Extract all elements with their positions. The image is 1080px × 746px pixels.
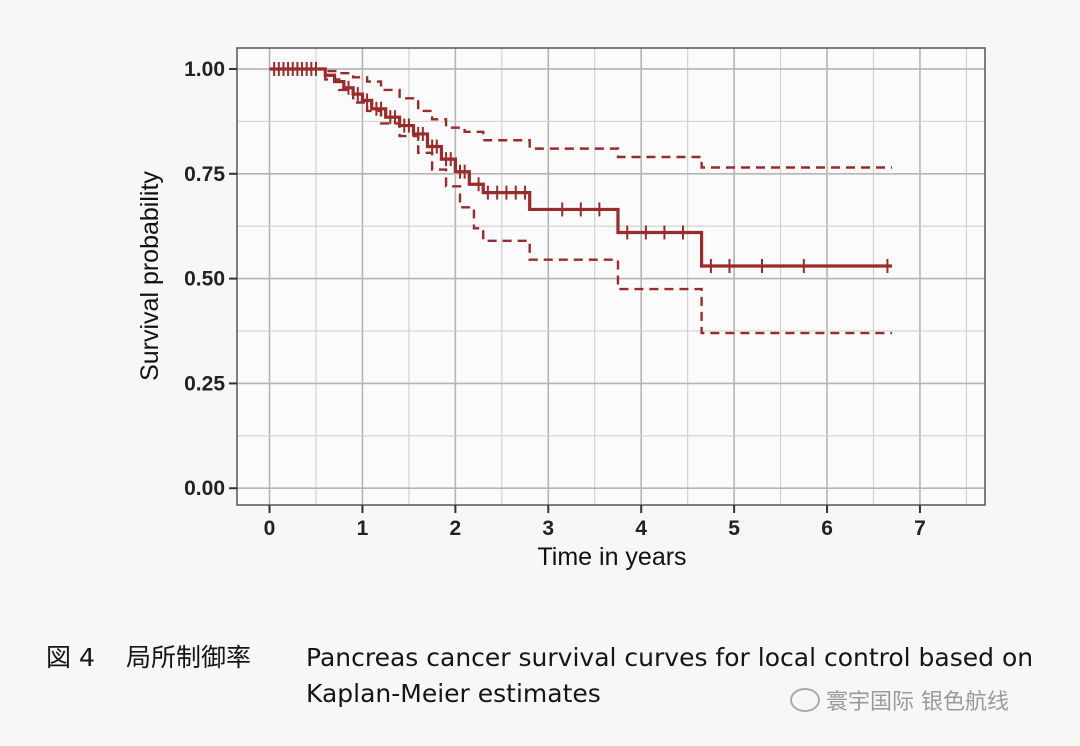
x-axis-title: Time in years [537,543,686,571]
caption-text-line2: Kaplan-Meier estimates [306,679,601,708]
wechat-icon [790,688,820,712]
x-tick-label: 6 [821,517,833,540]
km-chart: 0.00 0.25 0.50 0.75 1.00 0 1 2 3 4 5 6 7 Time in yea… [136,47,986,571]
x-tick-label: 0 [264,517,276,540]
ci-line-dashed-lower [269,67,893,335]
axes: 0.00 0.25 0.50 0.75 1.00 0 1 2 3 4 5 6 7 [184,58,926,540]
y-axis-title: Survival probability [136,171,164,381]
y-tick-label: 1.00 [184,58,225,81]
figure-label: 図 4 [46,643,95,672]
watermark-text: 寰宇国际 银色航线 [826,690,1009,715]
ci-line-dashed-upper [269,67,893,169]
x-tick-label: 1 [357,517,369,540]
y-tick-label: 0.25 [184,372,225,395]
caption-title-cn: 局所制御率 [126,643,252,672]
series-layer [269,61,893,335]
plot-frame [236,47,986,506]
x-tick-label: 2 [450,517,462,540]
y-tick-label: 0.50 [184,268,225,291]
plot-background [237,48,985,505]
survival-line [269,67,893,268]
y-tick-label: 0.75 [184,163,225,186]
caption-text-line1: Pancreas cancer survival curves for loca… [306,643,1034,672]
y-tick-label: 0.00 [184,477,225,500]
figure-caption: 図 4 局所制御率 Pancreas cancer survival curves … [46,640,1033,712]
x-tick-label: 4 [635,517,647,540]
grid-lines [237,48,985,505]
x-tick-label: 7 [914,517,926,540]
x-tick-label: 3 [542,517,554,540]
x-tick-label: 5 [728,517,740,540]
watermark: 寰宇国际 银色航线 [790,684,1009,716]
